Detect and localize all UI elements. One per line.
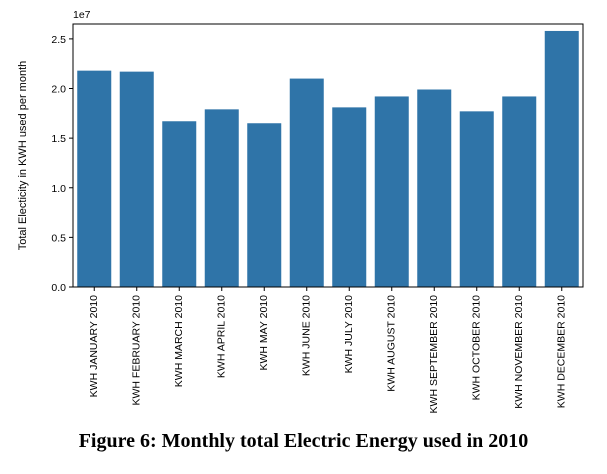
axes-frame (72, 23, 584, 288)
bar-chart: 0.0 0.5 1.0 1.5 2.0 2.5 KWH JANUARY 2010 KWH F… (17, 9, 584, 413)
y-offset-label: 1e7 (73, 9, 91, 21)
x-tick-label: KWH JULY 2010 (343, 295, 355, 374)
bar-12 (544, 30, 579, 287)
x-tick-label: KWH FEBRUARY 2010 (131, 295, 143, 406)
bar-10 (459, 111, 494, 287)
x-tick-label: KWH SEPTEMBER 2010 (428, 295, 440, 414)
x-ticks-group: KWH JANUARY 2010 KWH FEBRUARY 2010 KWH MAR… (88, 287, 568, 413)
bar-8 (374, 96, 409, 287)
y-tick-label: 2.0 (51, 84, 66, 96)
y-tick-label: 2.5 (51, 34, 66, 46)
x-tick-label: KWH JUNE 2010 (301, 295, 313, 376)
bar-9 (417, 89, 452, 287)
x-tick-label: KWH JANUARY 2010 (88, 295, 100, 397)
x-tick-label: KWH MAY 2010 (258, 295, 270, 371)
x-tick-label: KWH MARCH 2010 (173, 295, 185, 387)
bar-11 (502, 96, 537, 287)
bar-2 (119, 71, 154, 287)
bar-3 (162, 121, 197, 287)
x-tick-label: KWH DECEMBER 2010 (556, 295, 568, 408)
y-tick-label: 1.0 (51, 183, 66, 195)
x-tick-label: KWH OCTOBER 2010 (471, 295, 483, 401)
bar-7 (332, 107, 367, 288)
y-tick-label: 0.0 (51, 282, 66, 294)
bar-5 (247, 123, 282, 287)
bar-6 (289, 78, 324, 287)
y-tick-label: 1.5 (51, 133, 66, 145)
y-axis-label: Total Electicity in KWH used per month (17, 61, 29, 251)
y-tick-label: 0.5 (51, 232, 66, 244)
bar-4 (204, 109, 239, 287)
x-tick-label: KWH AUGUST 2010 (386, 295, 398, 392)
bar-1 (77, 70, 112, 288)
y-ticks-group: 0.0 0.5 1.0 1.5 2.0 2.5 (51, 34, 73, 294)
figure-caption: Figure 6: Monthly total Electric Energy … (78, 430, 529, 452)
bars-group (77, 30, 579, 288)
x-tick-label: KWH NOVEMBER 2010 (513, 295, 525, 409)
x-tick-label: KWH APRIL 2010 (216, 295, 228, 378)
